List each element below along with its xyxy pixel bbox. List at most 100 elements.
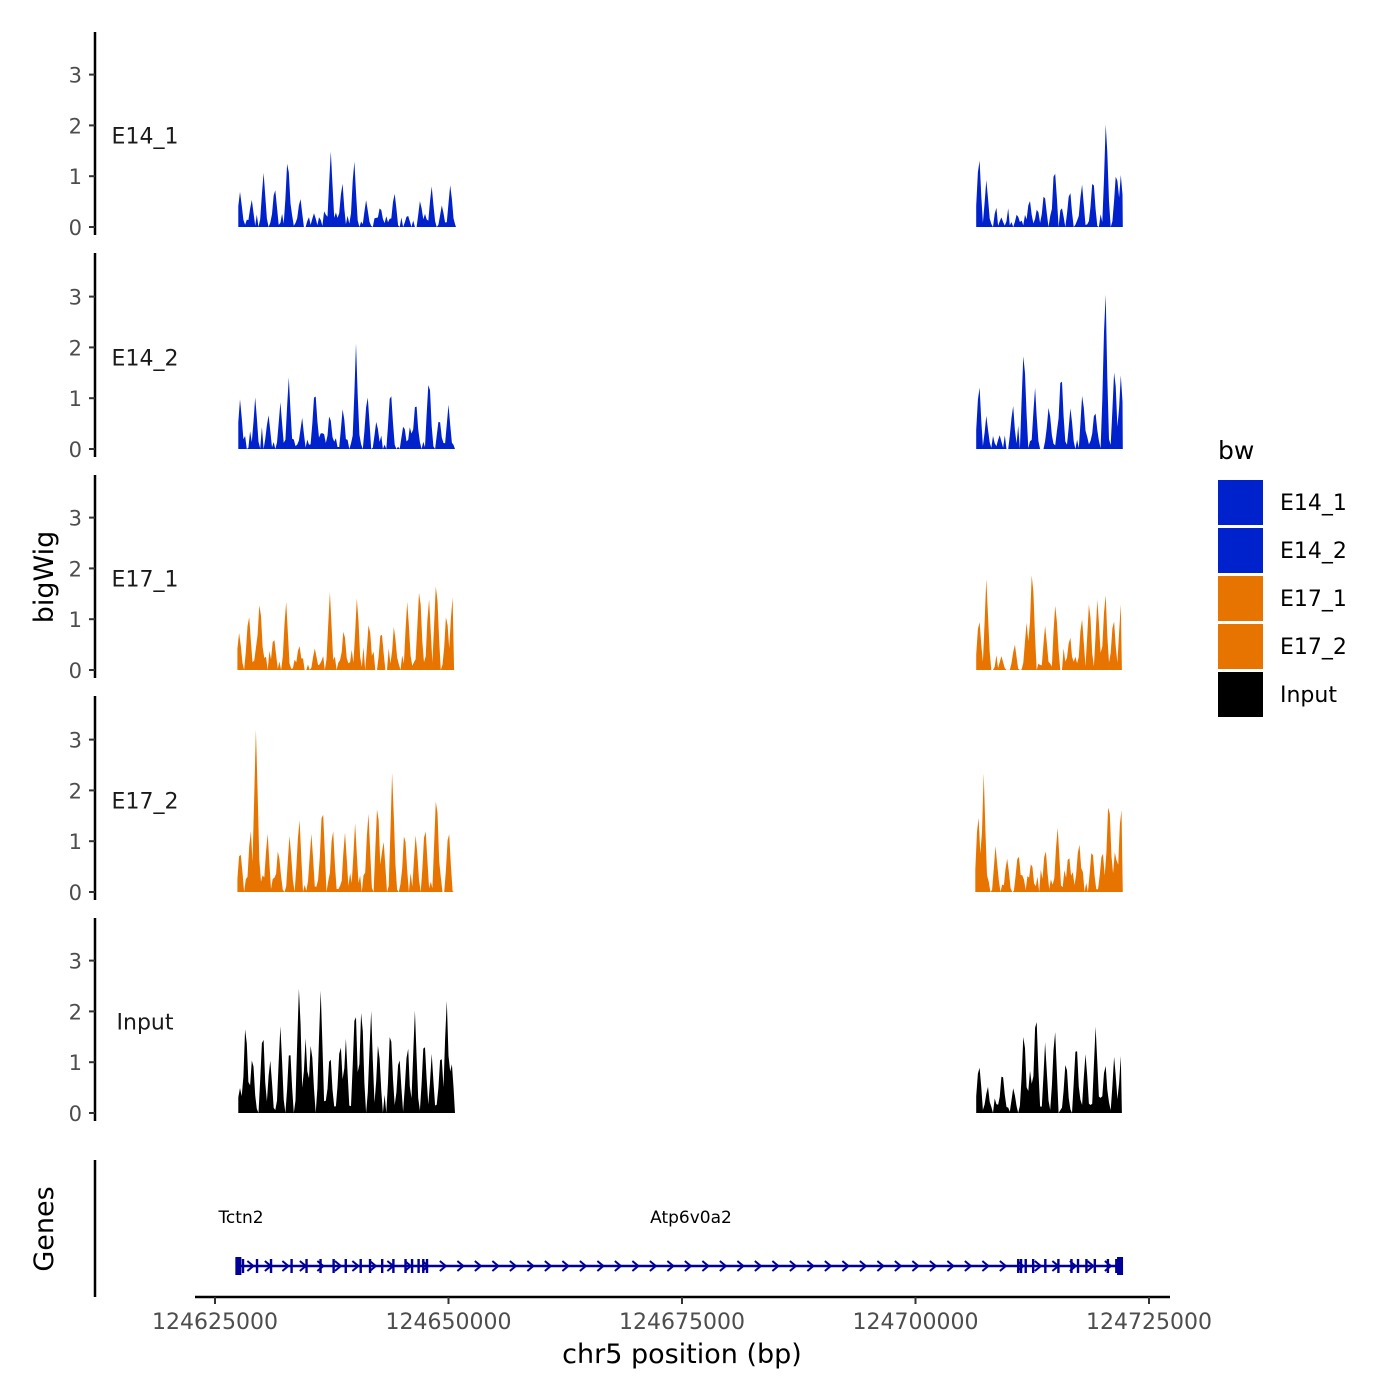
exon: [290, 1259, 293, 1273]
track-E14_1: 0 1 2 3 E14_1: [69, 32, 1123, 240]
strand-chevron: [491, 1260, 500, 1272]
coverage-area: [238, 988, 455, 1113]
legend-label: E17_1: [1280, 587, 1347, 612]
track-Input: 0 1 2 3 Input: [69, 918, 1122, 1126]
legend-title: bw: [1218, 436, 1254, 465]
exon: [241, 1259, 245, 1273]
exon: [410, 1259, 414, 1273]
coverage-area: [238, 343, 455, 449]
track-E14_2: 0 1 2 3 E14_2: [69, 253, 1123, 462]
exon: [332, 1259, 335, 1273]
track-E17_1: 0 1 2 3 E17_1: [69, 475, 1122, 683]
exon: [359, 1259, 362, 1273]
exon: [269, 1259, 273, 1273]
x-axis: 124625000 124650000 124675000 124700000 1247…: [152, 1295, 1212, 1335]
exon: [235, 1257, 242, 1275]
y-tick-label: 0: [69, 438, 82, 462]
strand-chevron: [246, 1260, 255, 1272]
y-tick-label: 3: [69, 950, 82, 974]
strand-chevron: [596, 1260, 605, 1272]
coverage-tracks: 0 1 2 3 E14_1 0 1 2 3 E14_2 0 1 2 3 E17_1 0 1 2 3 E17_2 0 1 2 3…: [69, 32, 1123, 1126]
coverage-area: [976, 1022, 1122, 1113]
exon: [404, 1259, 407, 1273]
track-label: E17_1: [112, 568, 179, 593]
strand-chevron: [404, 1260, 413, 1272]
y-tick-label: 0: [69, 659, 82, 683]
strand-chevron: [876, 1260, 885, 1272]
strand-chevron: [649, 1260, 658, 1272]
strand-chevron: [1086, 1260, 1095, 1272]
x-tick-label: 124650000: [386, 1310, 512, 1335]
x-tick-label: 124625000: [152, 1310, 278, 1335]
legend-label: Input: [1280, 683, 1337, 708]
y-tick-label: 3: [69, 507, 82, 531]
genes-axis-title: Genes: [29, 1186, 60, 1271]
strand-chevron: [281, 1260, 290, 1272]
track-label: E14_1: [112, 125, 179, 150]
strand-chevron: [509, 1260, 518, 1272]
genes-track: Tctn2 Atp6v0a2: [93, 1160, 1124, 1297]
legend-swatch: [1218, 672, 1263, 717]
track-label: E17_2: [112, 790, 179, 815]
exon: [1024, 1259, 1027, 1273]
exon: [1057, 1259, 1060, 1273]
exon: [1070, 1259, 1073, 1273]
strand-chevron: [841, 1260, 850, 1272]
y-axis-title: bigWig: [29, 531, 60, 624]
x-tick-label: 124675000: [619, 1310, 745, 1335]
coverage-area: [976, 124, 1123, 227]
strand-chevron: [474, 1260, 483, 1272]
y-tick-label: 1: [69, 387, 82, 411]
coverage-area: [237, 586, 455, 670]
strand-chevron: [911, 1260, 920, 1272]
exon: [1115, 1259, 1118, 1273]
strand-chevron: [701, 1260, 710, 1272]
track-label: E14_2: [112, 347, 179, 372]
legend-swatch: [1218, 576, 1263, 621]
exon: [1117, 1257, 1124, 1275]
strand-chevron: [526, 1260, 535, 1272]
track-E17_2: 0 1 2 3 E17_2: [69, 696, 1123, 905]
strand-chevron: [946, 1260, 955, 1272]
exon: [1031, 1259, 1035, 1273]
strand-chevron: [859, 1260, 868, 1272]
gene-label: Tctn2: [217, 1208, 263, 1228]
exon: [1093, 1259, 1097, 1273]
strand-chevron: [579, 1260, 588, 1272]
y-tick-label: 3: [69, 64, 82, 88]
coverage-area: [976, 575, 1122, 670]
legend-label: E14_1: [1280, 491, 1347, 516]
strand-chevron: [929, 1260, 938, 1272]
strand-chevron: [614, 1260, 623, 1272]
exon: [422, 1259, 425, 1273]
exon: [305, 1259, 308, 1273]
exon: [255, 1259, 259, 1273]
legend: bw E14_1 E14_2 E17_1 E17_2 Input: [1218, 436, 1347, 717]
strand-chevron: [544, 1260, 553, 1272]
y-tick-label: 0: [69, 881, 82, 905]
strand-chevron: [894, 1260, 903, 1272]
coverage-area: [238, 151, 456, 227]
y-tick-label: 2: [69, 557, 82, 581]
exon: [1044, 1259, 1047, 1273]
y-tick-label: 2: [69, 1000, 82, 1024]
exon: [392, 1259, 395, 1273]
y-tick-label: 2: [69, 779, 82, 803]
strand-chevron: [666, 1260, 675, 1272]
exon: [1076, 1259, 1080, 1273]
exon: [425, 1259, 429, 1273]
strand-chevron: [631, 1260, 640, 1272]
y-tick-label: 0: [69, 1102, 82, 1126]
legend-label: E17_2: [1280, 635, 1347, 660]
strand-chevron: [351, 1260, 360, 1272]
y-tick-label: 3: [69, 729, 82, 753]
exon: [380, 1259, 384, 1273]
y-tick-label: 3: [69, 286, 82, 310]
coverage-area: [975, 773, 1123, 892]
strand-chevron: [334, 1260, 343, 1272]
exon: [1017, 1259, 1020, 1273]
exon: [1106, 1259, 1110, 1273]
exon: [1019, 1259, 1023, 1273]
strand-chevron: [754, 1260, 763, 1272]
